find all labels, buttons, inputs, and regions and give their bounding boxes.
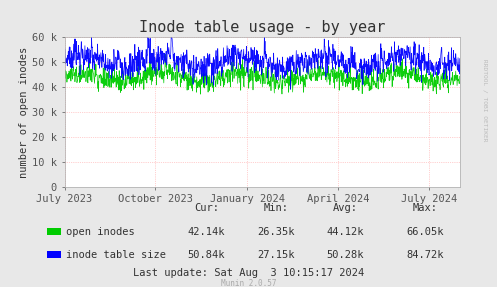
Text: 66.05k: 66.05k bbox=[406, 227, 444, 237]
Text: 44.12k: 44.12k bbox=[327, 227, 364, 237]
Text: Min:: Min: bbox=[263, 203, 288, 213]
Title: Inode table usage - by year: Inode table usage - by year bbox=[139, 20, 385, 35]
Text: Cur:: Cur: bbox=[194, 203, 219, 213]
Text: 50.84k: 50.84k bbox=[187, 250, 225, 260]
Text: 42.14k: 42.14k bbox=[187, 227, 225, 237]
Text: 26.35k: 26.35k bbox=[257, 227, 295, 237]
Text: RRDTOOL / TOBI OETIKER: RRDTOOL / TOBI OETIKER bbox=[482, 59, 487, 142]
Text: Munin 2.0.57: Munin 2.0.57 bbox=[221, 279, 276, 287]
Text: 27.15k: 27.15k bbox=[257, 250, 295, 260]
Text: inode table size: inode table size bbox=[66, 250, 166, 260]
Y-axis label: number of open inodes: number of open inodes bbox=[19, 46, 29, 178]
Text: open inodes: open inodes bbox=[66, 227, 134, 237]
Text: 84.72k: 84.72k bbox=[406, 250, 444, 260]
Text: Last update: Sat Aug  3 10:15:17 2024: Last update: Sat Aug 3 10:15:17 2024 bbox=[133, 268, 364, 278]
Text: Max:: Max: bbox=[413, 203, 437, 213]
Text: 50.28k: 50.28k bbox=[327, 250, 364, 260]
Text: Avg:: Avg: bbox=[333, 203, 358, 213]
